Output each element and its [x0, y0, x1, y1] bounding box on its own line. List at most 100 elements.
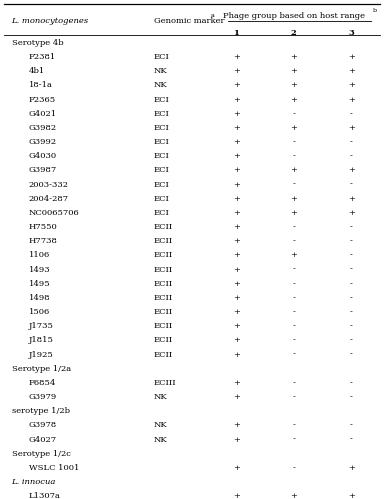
Text: -: -	[350, 152, 353, 160]
Text: ECII: ECII	[154, 308, 173, 316]
Text: +: +	[233, 152, 240, 160]
Text: ECII: ECII	[154, 251, 173, 259]
Text: 1495: 1495	[29, 280, 50, 288]
Text: ECI: ECI	[154, 53, 169, 61]
Text: +: +	[233, 124, 240, 132]
Text: ECI: ECI	[154, 181, 169, 189]
Text: +: +	[348, 124, 355, 132]
Text: +: +	[233, 351, 240, 359]
Text: L. innocua: L. innocua	[12, 478, 56, 486]
Text: Serotype 1/2a: Serotype 1/2a	[12, 365, 71, 373]
Text: NK: NK	[154, 436, 167, 444]
Text: +: +	[233, 464, 240, 472]
Text: ECII: ECII	[154, 265, 173, 273]
Text: G3982: G3982	[29, 124, 57, 132]
Text: +: +	[233, 67, 240, 75]
Text: +: +	[233, 110, 240, 118]
Text: +: +	[233, 181, 240, 189]
Text: ECII: ECII	[154, 322, 173, 330]
Text: +: +	[233, 379, 240, 387]
Text: -: -	[292, 351, 295, 359]
Text: -: -	[292, 464, 295, 472]
Text: +: +	[233, 280, 240, 288]
Text: ECI: ECI	[154, 152, 169, 160]
Text: 2004-287: 2004-287	[29, 195, 69, 203]
Text: Genomic marker: Genomic marker	[154, 17, 224, 25]
Text: G3979: G3979	[29, 393, 57, 401]
Text: NC0065706: NC0065706	[29, 209, 79, 217]
Text: 2003-332: 2003-332	[29, 181, 69, 189]
Text: F2365: F2365	[29, 96, 56, 104]
Text: 1: 1	[233, 29, 239, 37]
Text: +: +	[233, 237, 240, 245]
Text: Serotype 4b: Serotype 4b	[12, 39, 63, 47]
Text: +: +	[290, 195, 297, 203]
Text: -: -	[350, 379, 353, 387]
Text: G4027: G4027	[29, 436, 57, 444]
Text: +: +	[233, 209, 240, 217]
Text: -: -	[350, 237, 353, 245]
Text: +: +	[348, 195, 355, 203]
Text: +: +	[348, 96, 355, 104]
Text: G3987: G3987	[29, 167, 57, 175]
Text: -: -	[292, 294, 295, 302]
Text: -: -	[350, 138, 353, 146]
Text: +: +	[233, 251, 240, 259]
Text: -: -	[292, 422, 295, 430]
Text: +: +	[348, 464, 355, 472]
Text: +: +	[290, 81, 297, 89]
Text: -: -	[350, 351, 353, 359]
Text: -: -	[350, 294, 353, 302]
Text: +: +	[233, 422, 240, 430]
Text: 2: 2	[291, 29, 296, 37]
Text: -: -	[292, 110, 295, 118]
Text: J1925: J1925	[29, 351, 53, 359]
Text: -: -	[292, 379, 295, 387]
Text: ECI: ECI	[154, 167, 169, 175]
Text: +: +	[233, 138, 240, 146]
Text: WSLC 1001: WSLC 1001	[29, 464, 79, 472]
Text: ECI: ECI	[154, 195, 169, 203]
Text: ECI: ECI	[154, 110, 169, 118]
Text: +: +	[348, 53, 355, 61]
Text: +: +	[290, 67, 297, 75]
Text: -: -	[292, 181, 295, 189]
Text: F6854: F6854	[29, 379, 56, 387]
Text: ECII: ECII	[154, 223, 173, 231]
Text: -: -	[292, 336, 295, 344]
Text: -: -	[292, 265, 295, 273]
Text: G4030: G4030	[29, 152, 57, 160]
Text: G3978: G3978	[29, 422, 57, 430]
Text: +: +	[233, 308, 240, 316]
Text: +: +	[348, 67, 355, 75]
Text: ECII: ECII	[154, 237, 173, 245]
Text: -: -	[350, 422, 353, 430]
Text: 4b1: 4b1	[29, 67, 45, 75]
Text: +: +	[290, 53, 297, 61]
Text: Phage group based on host range: Phage group based on host range	[223, 12, 365, 20]
Text: +: +	[233, 96, 240, 104]
Text: -: -	[350, 393, 353, 401]
Text: 18-1a: 18-1a	[29, 81, 53, 89]
Text: -: -	[292, 237, 295, 245]
Text: +: +	[290, 251, 297, 259]
Text: F2381: F2381	[29, 53, 56, 61]
Text: +: +	[233, 265, 240, 273]
Text: -: -	[350, 280, 353, 288]
Text: a: a	[210, 13, 214, 18]
Text: +: +	[233, 81, 240, 89]
Text: +: +	[348, 81, 355, 89]
Text: NK: NK	[154, 422, 167, 430]
Text: ECI: ECI	[154, 138, 169, 146]
Text: ECII: ECII	[154, 280, 173, 288]
Text: -: -	[350, 322, 353, 330]
Text: -: -	[292, 308, 295, 316]
Text: G3992: G3992	[29, 138, 57, 146]
Text: -: -	[292, 436, 295, 444]
Text: 1506: 1506	[29, 308, 50, 316]
Text: 1106: 1106	[29, 251, 50, 259]
Text: +: +	[233, 492, 240, 499]
Text: ECII: ECII	[154, 294, 173, 302]
Text: -: -	[350, 251, 353, 259]
Text: ECIII: ECIII	[154, 379, 176, 387]
